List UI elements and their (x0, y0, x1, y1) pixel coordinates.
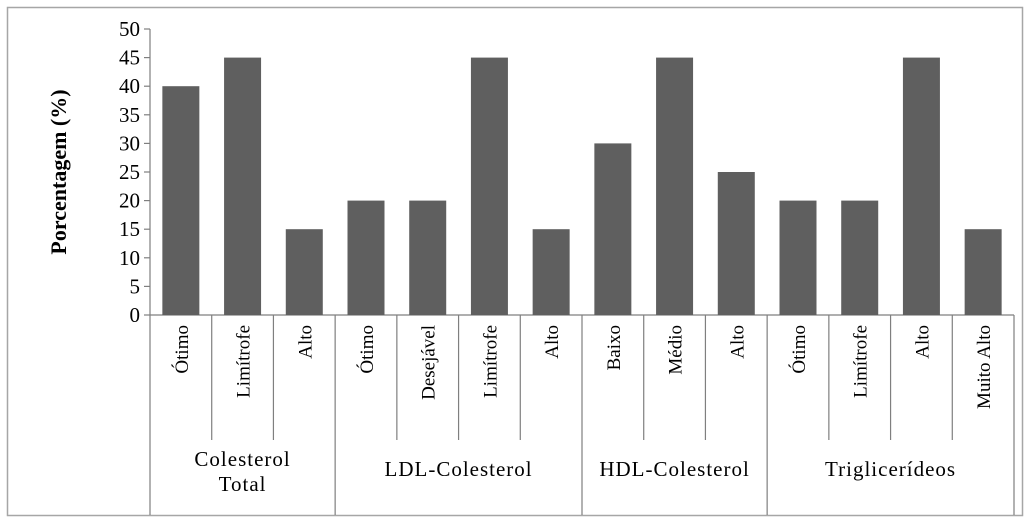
category-tick-label: Ótimo (356, 325, 378, 374)
category-tick-label: Ótimo (171, 325, 193, 374)
y-tick-label: 25 (119, 160, 140, 184)
group-label: Triglicerídeos (825, 457, 956, 481)
category-tick-label: Médio (666, 325, 687, 375)
group-label: HDL-Colesterol (599, 457, 749, 481)
group-label: Colesterol Total (194, 447, 290, 496)
bar (285, 229, 323, 315)
bar (224, 57, 262, 315)
y-tick-label: 40 (119, 74, 140, 98)
bar (409, 200, 447, 315)
group-label: LDL-Colesterol (385, 457, 533, 481)
y-tick-label: 30 (119, 131, 140, 155)
bar (717, 172, 755, 315)
category-tick-label: Limítrofe (851, 325, 872, 398)
y-tick-label: 15 (119, 217, 140, 241)
bar (964, 229, 1002, 315)
category-tick-label: Alto (295, 325, 316, 359)
bar (162, 86, 200, 315)
category-tick-label: Muito Alto (974, 325, 995, 409)
y-tick-label: 50 (119, 17, 140, 41)
bar (779, 200, 817, 315)
y-tick-label: 35 (119, 103, 140, 127)
bar (594, 143, 632, 315)
category-tick-label: Alto (542, 325, 563, 359)
y-axis-title: Porcentagem (%) (46, 89, 71, 254)
bar (902, 57, 940, 315)
bar (532, 229, 570, 315)
bar (656, 57, 694, 315)
category-tick-label: Alto (727, 325, 748, 359)
category-tick-label: Baixo (604, 325, 625, 370)
category-tick-label: Limítrofe (234, 325, 255, 398)
y-tick-label: 0 (130, 303, 141, 327)
bar (841, 200, 879, 315)
y-tick-label: 45 (119, 46, 140, 70)
category-tick-label: Ótimo (788, 325, 810, 374)
category-tick-label: Desejável (419, 325, 440, 400)
y-tick-label: 20 (119, 189, 140, 213)
y-tick-label: 10 (119, 246, 140, 270)
bar (347, 200, 385, 315)
y-tick-label: 5 (130, 274, 141, 298)
bar (470, 57, 508, 315)
category-tick-label: Limítrofe (480, 325, 501, 398)
category-tick-label: Alto (912, 325, 933, 359)
